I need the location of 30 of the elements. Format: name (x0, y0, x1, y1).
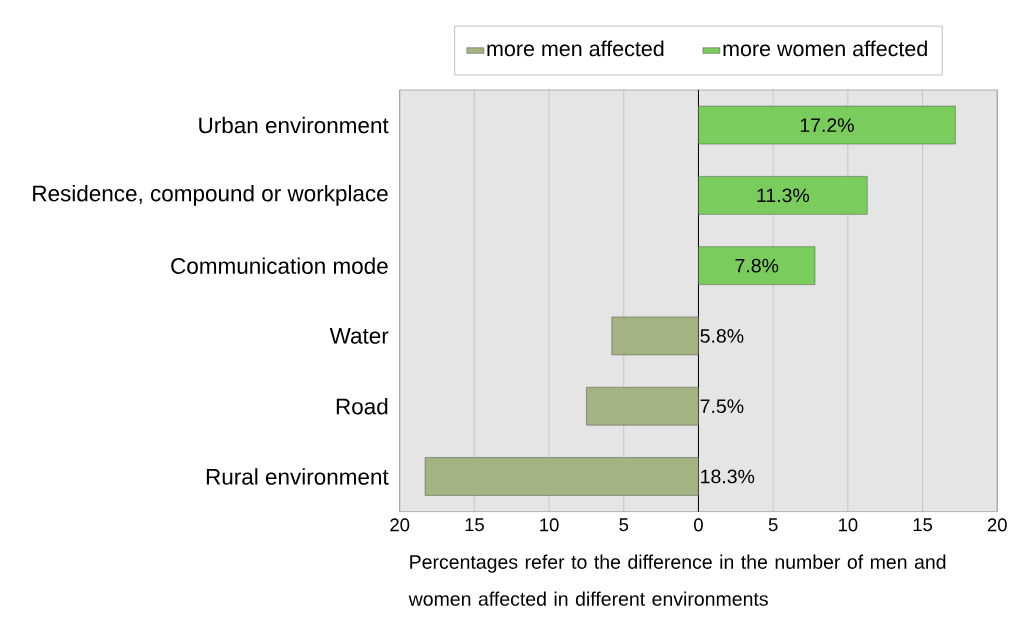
data-label: 11.3% (757, 188, 810, 203)
bar (611, 316, 699, 356)
y-tick-label: Residence, compound or workplace (33, 185, 388, 207)
data-label: 17.2% (800, 118, 854, 133)
x-tick-label: 5 (768, 518, 778, 532)
bar (698, 106, 956, 145)
y-tick-label: Road (336, 398, 388, 415)
x-tick-label: 15 (913, 518, 933, 532)
bar (698, 246, 816, 286)
data-label: 18.3% (701, 469, 755, 484)
x-tick-label: 20 (390, 518, 410, 532)
legend-label: more women affected (723, 40, 927, 57)
x-axis-title: Percentages refer to the difference in the number of men and women affected in different environments (408, 554, 946, 607)
y-tick-label: Rural environment (206, 468, 389, 485)
x-tick-label: 10 (838, 518, 858, 532)
y-tick-label: Water (329, 328, 389, 345)
x-tick-label: 10 (540, 518, 559, 532)
y-tick-label: Urban environment (199, 117, 389, 134)
bar (424, 457, 699, 496)
data-label: 7.8% (735, 259, 779, 273)
x-tick-label: 5 (619, 518, 629, 532)
data-label: 5.8% (700, 329, 744, 344)
legend-label: more men affected (487, 40, 664, 57)
y-tick-label: Communication mode (171, 257, 388, 275)
bar (586, 387, 699, 426)
bar (698, 176, 868, 215)
data-label: 7.5% (700, 399, 744, 414)
x-tick-label: 20 (987, 518, 1007, 532)
x-tick-label: 15 (465, 518, 484, 532)
x-tick-label: 0 (694, 518, 703, 532)
